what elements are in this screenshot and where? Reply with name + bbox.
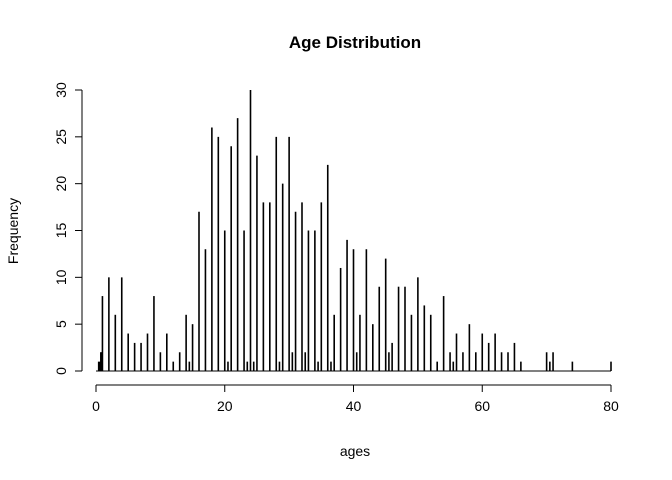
y-axis: 0 5 10 15 20 25 30 — [53, 82, 83, 375]
y-tick-label: 5 — [53, 320, 69, 328]
bars-group — [96, 90, 612, 372]
y-tick-label: 25 — [53, 129, 69, 145]
y-tick-label: 20 — [53, 176, 69, 192]
x-tick-label: 20 — [217, 398, 233, 414]
y-tick-label: 30 — [53, 82, 69, 98]
x-axis-label: ages — [340, 443, 370, 459]
x-tick-label: 0 — [92, 398, 100, 414]
x-tick-label: 40 — [346, 398, 362, 414]
x-tick-label: 60 — [474, 398, 490, 414]
x-axis: 0 20 40 60 80 — [92, 384, 619, 414]
y-tick-label: 15 — [53, 223, 69, 239]
x-tick-label: 80 — [603, 398, 619, 414]
y-axis-label: Frequency — [5, 198, 21, 264]
y-tick-label: 0 — [53, 367, 69, 375]
y-tick-label: 10 — [53, 269, 69, 285]
chart-title: Age Distribution — [289, 33, 421, 52]
